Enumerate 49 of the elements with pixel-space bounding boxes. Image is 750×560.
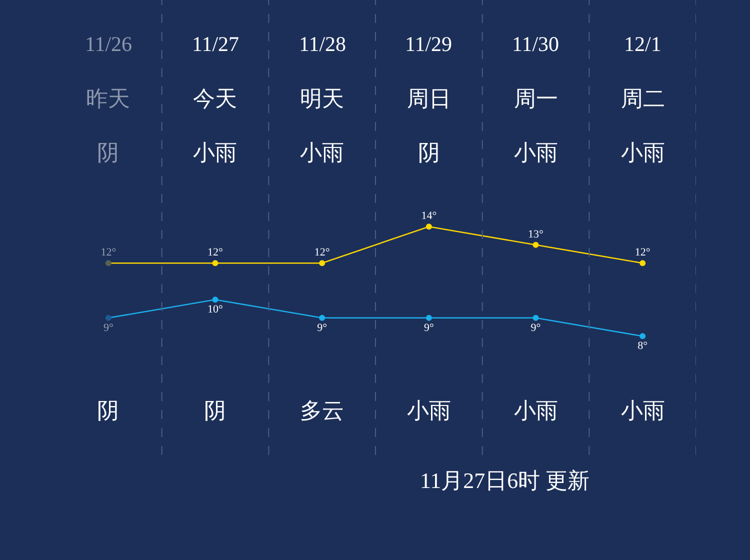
- text: 周二: [621, 86, 665, 111]
- point: [105, 314, 112, 321]
- point: [640, 260, 646, 266]
- data-label: 9°: [424, 322, 434, 334]
- data-label: 12°: [634, 246, 650, 259]
- text: 周日: [407, 86, 451, 111]
- data-label: 12°: [208, 246, 223, 259]
- x-tick-label: 11/29: [405, 32, 452, 56]
- point: [426, 224, 432, 230]
- text: 小雨: [407, 398, 451, 423]
- text: 阴: [418, 140, 440, 165]
- text: 11月27日6时 更新: [420, 468, 590, 493]
- text: 小雨: [514, 398, 558, 423]
- data-label: 12°: [100, 246, 116, 259]
- x-tick-label: 11/28: [299, 32, 346, 56]
- data-label: 10°: [208, 304, 223, 316]
- text: 小雨: [193, 140, 237, 165]
- text: 多云: [300, 398, 344, 423]
- text: 周一: [514, 86, 558, 111]
- text: 阴: [97, 140, 119, 165]
- x-tick-label: 11/30: [512, 32, 560, 56]
- text: 阴: [97, 398, 119, 423]
- text: 今天: [193, 86, 237, 111]
- data-label: 8°: [638, 340, 648, 352]
- data-label: 12°: [314, 246, 330, 259]
- point: [426, 314, 432, 321]
- text: 小雨: [621, 140, 665, 165]
- point: [532, 242, 539, 248]
- point: [105, 260, 112, 266]
- data-label: 9°: [530, 322, 541, 334]
- text: 昨天: [86, 86, 130, 111]
- point: [319, 260, 326, 266]
- text: 明天: [300, 86, 344, 111]
- x-tick-label: 11/26: [85, 32, 132, 56]
- data-label: 9°: [317, 322, 328, 334]
- text: 小雨: [621, 398, 665, 423]
- point: [640, 333, 646, 340]
- point: [212, 296, 218, 303]
- data-label: 9°: [103, 322, 114, 334]
- text: 小雨: [514, 140, 558, 165]
- text: 小雨: [300, 140, 344, 165]
- data-label: 14°: [421, 210, 437, 222]
- point: [319, 314, 326, 321]
- point: [532, 314, 539, 321]
- data-label: 13°: [528, 228, 544, 240]
- point: [212, 260, 218, 266]
- x-tick-label: 12/1: [624, 32, 662, 56]
- text: 阴: [204, 398, 226, 423]
- x-tick-label: 11/27: [192, 32, 240, 56]
